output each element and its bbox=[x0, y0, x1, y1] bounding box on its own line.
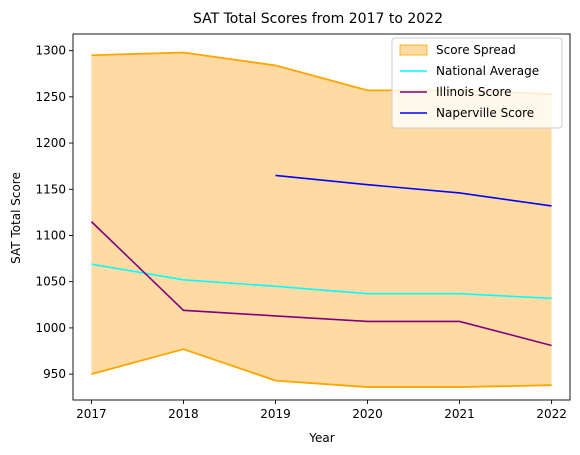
y-tick-label: 1300 bbox=[35, 44, 66, 58]
illinois-score-line bbox=[90, 221, 552, 347]
y-tick-label: 1000 bbox=[35, 321, 66, 335]
legend: Score Spread National Average Illinois Sco… bbox=[391, 37, 563, 129]
score-spread-area bbox=[91, 52, 552, 388]
national-average-line bbox=[91, 263, 552, 300]
legend-label-naperville-score: Naperville Score bbox=[436, 106, 534, 120]
score-spread-lower-line bbox=[91, 348, 552, 388]
x-axis-label: Year bbox=[308, 431, 334, 445]
legend-swatch-score-spread bbox=[399, 44, 428, 56]
legend-label-score-spread: Score Spread bbox=[436, 43, 516, 57]
series-layer bbox=[90, 174, 552, 347]
y-tick-label: 1250 bbox=[35, 90, 66, 104]
y-axis-label: SAT Total Score bbox=[9, 172, 23, 264]
naperville-score-line bbox=[275, 174, 552, 207]
x-tick-label: 2019 bbox=[260, 407, 291, 421]
x-tick-label: 2022 bbox=[536, 407, 567, 421]
x-axis-ticks: 2017 2018 2019 2020 2021 2022 bbox=[76, 400, 567, 421]
y-tick-label: 1050 bbox=[35, 275, 66, 289]
chart-title: SAT Total Scores from 2017 to 2022 bbox=[193, 11, 443, 27]
x-tick-label: 2018 bbox=[168, 407, 199, 421]
y-tick-label: 1100 bbox=[35, 228, 66, 242]
y-tick-label: 950 bbox=[43, 367, 66, 381]
legend-label-illinois-score: Illinois Score bbox=[436, 85, 512, 99]
legend-box bbox=[391, 37, 563, 129]
y-tick-label: 1150 bbox=[35, 182, 66, 196]
x-tick-label: 2017 bbox=[76, 407, 107, 421]
x-tick-label: 2021 bbox=[444, 407, 475, 421]
legend-label-national-average: National Average bbox=[436, 64, 539, 78]
plot-area-frame bbox=[72, 33, 571, 401]
x-tick-label: 2020 bbox=[352, 407, 383, 421]
y-axis-ticks: 950 1000 1050 1100 1150 1200 1250 1300 bbox=[35, 44, 73, 381]
y-tick-label: 1200 bbox=[35, 136, 66, 150]
